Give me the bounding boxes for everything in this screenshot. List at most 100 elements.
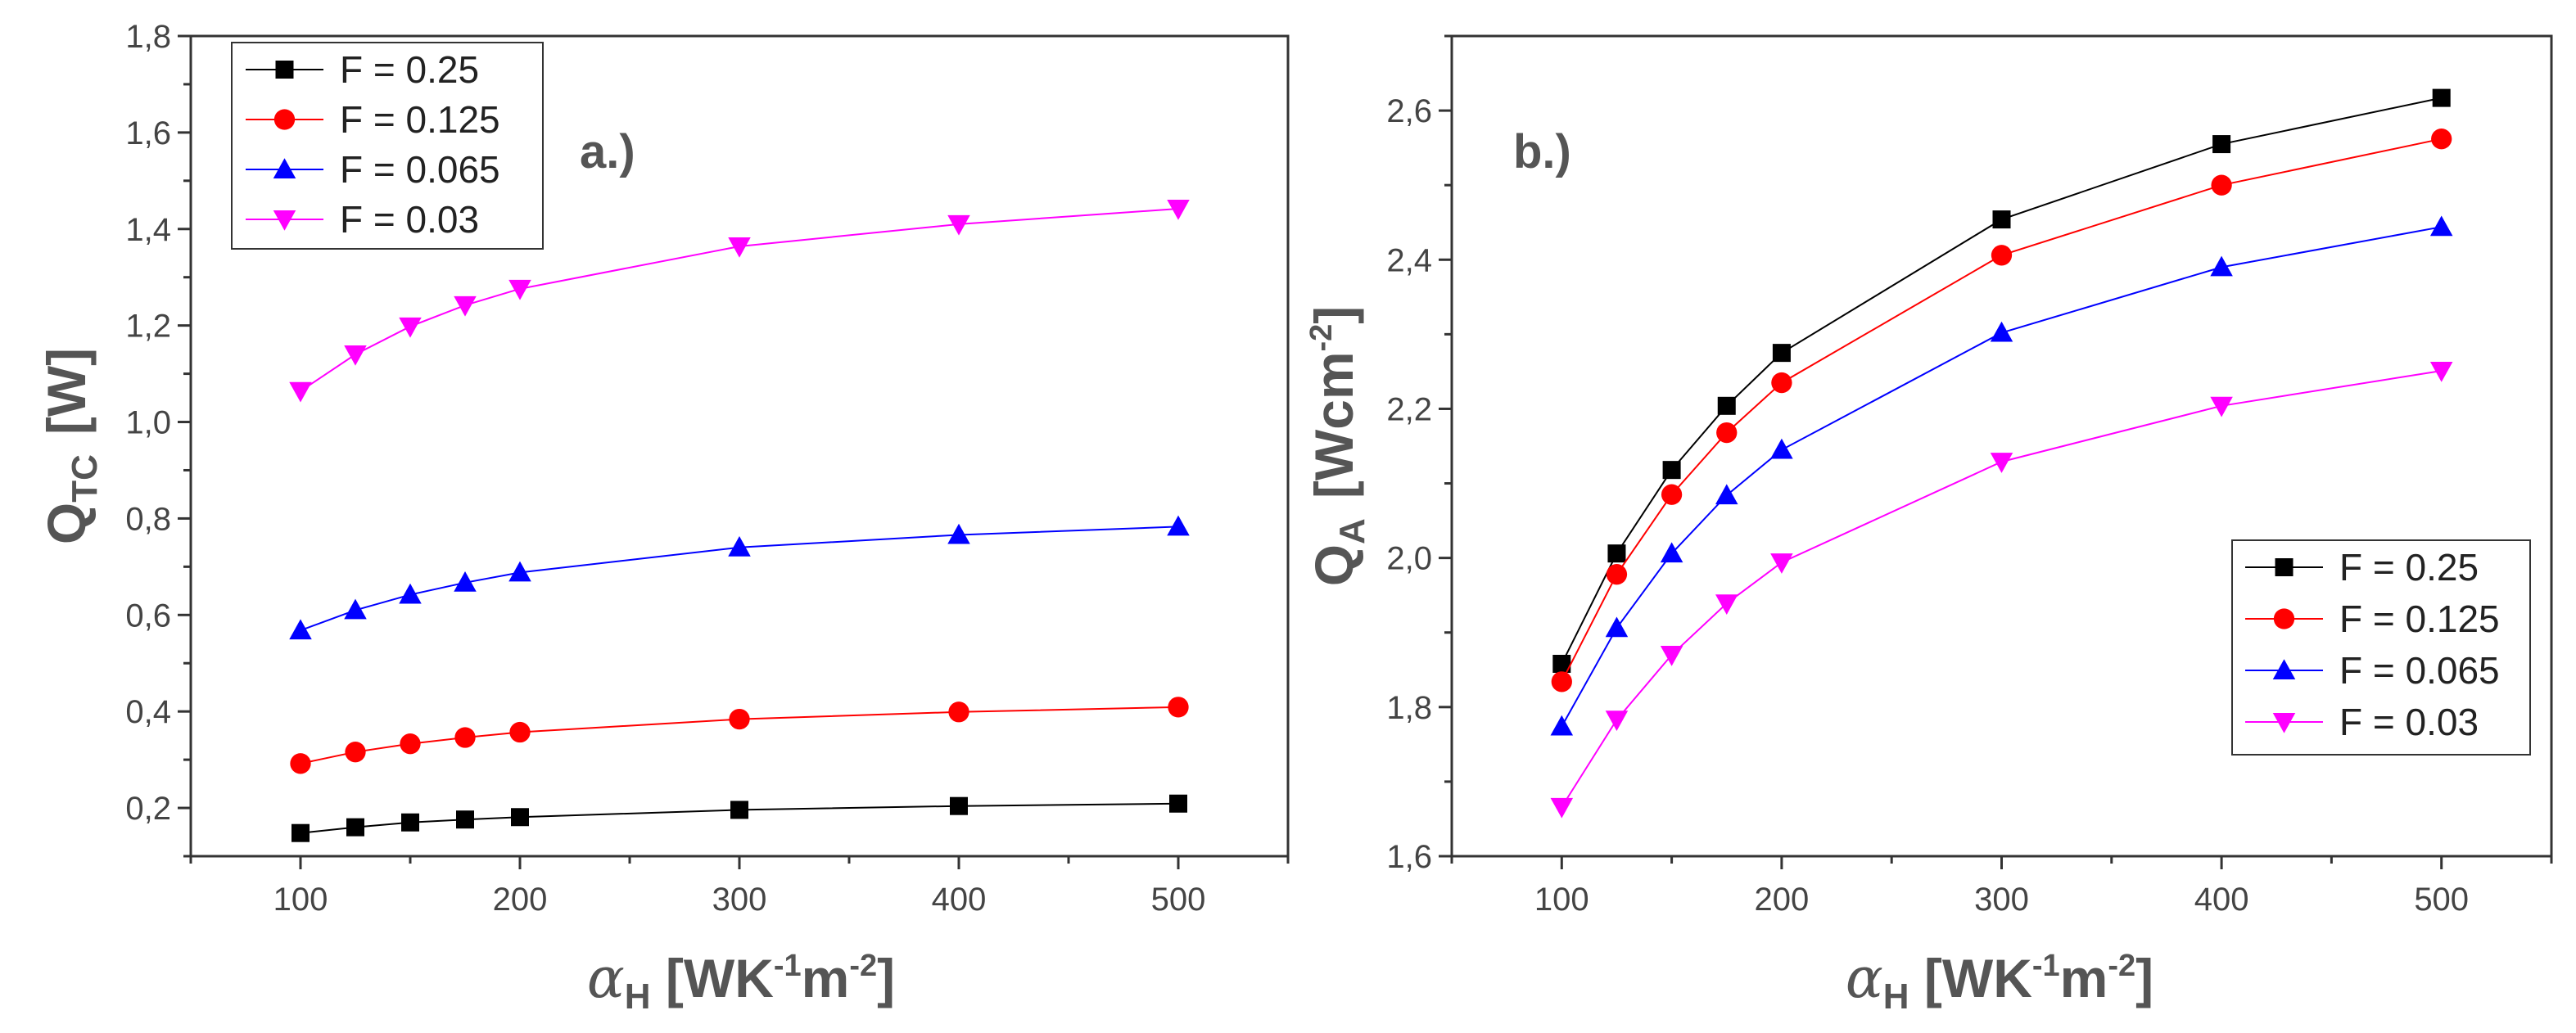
a-legend-marker [275,61,294,79]
a-data-point [947,523,970,544]
a-x-tick-label: 200 [493,882,548,918]
b-data-point [1771,372,1792,394]
b-y-tick-label: 2,0 [1386,541,1432,577]
b-y-tick-label: 2,4 [1386,242,1432,278]
b-data-point [1770,438,1793,459]
a-x-tick-label: 500 [1151,882,1206,918]
b-data-point [1990,453,2013,473]
b-data-point [1550,797,1574,819]
chart-a-x-label-unit-c: ] [877,948,895,1008]
b-legend-item: F = 0.065 [2245,649,2500,692]
chart-a-x-ticks: 100 200 300 400 500 [189,856,1290,918]
b-x-tick-label: 100 [1534,882,1589,918]
a-data-point [290,753,311,774]
a-y-tick-label: 0,2 [125,791,171,827]
b-data-point [1716,422,1738,444]
b-data-point [1991,245,2013,266]
chart-b-series [1550,88,2453,819]
a-x-tick-label: 300 [712,882,767,918]
a-data-point [289,381,312,403]
a-data-point [508,561,531,582]
b-y-tick-label: 2,6 [1386,93,1432,129]
chart-b-y-label-sup: -2 [1304,324,1339,352]
a-legend-label: F = 0.125 [340,98,500,141]
a-data-point [947,214,970,236]
chart-a-x-label-sup2: -2 [849,949,877,983]
a-legend-label: F = 0.03 [340,198,479,241]
a-series-3 [289,200,1190,403]
a-data-point [729,708,750,730]
chart-a: 0,2 0,4 0,6 0,8 1,0 1,2 1,4 1,6 1,8 100 200 300 400… [36,19,1290,1017]
a-legend-label: F = 0.065 [340,148,500,191]
b-x-tick-label: 300 [1974,882,2029,918]
a-y-tick-label: 0,8 [125,501,171,537]
a-data-point [345,742,366,763]
a-series-line [300,802,1179,834]
chart-a-y-ticks: 0,2 0,4 0,6 0,8 1,0 1,2 1,4 1,6 1,8 [125,19,191,858]
a-legend-item: F = 0.065 [246,148,500,191]
a-data-point [730,801,748,819]
a-data-point [509,721,531,743]
a-y-tick-label: 0,6 [125,598,171,634]
chart-a-x-label-symbol: α [587,946,625,1011]
b-data-point [1662,461,1681,480]
b-data-point [1660,646,1683,666]
b-data-point [2431,129,2452,150]
chart-b-panel-label: b.) [1513,125,1571,178]
b-data-point [1606,564,1628,585]
a-y-tick-label: 0,4 [125,694,171,730]
a-y-tick-label: 1,8 [125,19,171,55]
a-data-point [344,598,367,620]
a-series-2 [289,515,1190,640]
a-data-point [399,583,422,604]
b-data-point [1772,344,1791,363]
b-y-tick-label: 1,6 [1386,839,1432,875]
a-data-point [401,813,419,832]
a-y-tick-label: 1,4 [125,212,171,248]
b-legend-item: F = 0.25 [2245,546,2479,589]
a-data-point [511,808,529,827]
b-data-point [2429,215,2453,237]
b-legend-label: F = 0.25 [2339,546,2479,589]
b-data-point [1715,594,1738,615]
chart-b-x-label-sub: H [1883,977,1909,1017]
svg-text:QTC[W]: QTC [W] [36,348,105,544]
a-data-point [1168,697,1189,718]
a-data-point [400,733,421,755]
b-x-tick-label: 400 [2194,882,2249,918]
a-series-line [300,208,1179,392]
a-data-point [508,279,531,300]
chart-a-x-label-unit-b: m [802,948,850,1008]
chart-a-x-label-unit-a: [WK [651,948,775,1008]
chart-b-x-ticks: 100 200 300 400 500 [1450,856,2553,918]
chart-b: 1,6 1,8 2,0 2,2 2,4 2,6 100 200 300 400 500 b.) Q… [1304,34,2553,1017]
a-legend-label: F = 0.25 [340,48,479,91]
chart-b-x-label-unit-b: m [2060,948,2108,1008]
a-y-tick-label: 1,2 [125,309,171,345]
chart-b-y-label-unit-b: ] [1304,306,1364,324]
chart-b-x-label: αH [WK-1m-2] [1846,946,2153,1017]
chart-b-x-label-symbol: α [1846,946,1883,1011]
b-y-tick-label: 2,2 [1386,391,1432,427]
a-y-tick-label: 1,0 [125,405,171,441]
chart-b-legend: F = 0.25 F = 0.125 F = 0.065 F = 0.03 [2231,539,2531,756]
b-data-point [1607,544,1626,563]
a-data-point [1167,515,1190,536]
b-data-point [1605,616,1629,638]
a-data-point [728,536,751,557]
a-series-line [300,526,1179,632]
svg-text:QA[Wcm-2]: QA [Wcm-2] [1304,306,1372,587]
a-legend-marker [273,210,296,231]
a-legend-item: F = 0.125 [246,98,500,141]
a-data-point [454,727,476,748]
b-data-point [1551,671,1572,692]
b-data-point [2211,174,2232,196]
a-y-tick-label: 1,6 [125,115,171,151]
chart-a-x-label: αH [WK-1m-2] [587,946,895,1017]
b-data-point [1770,553,1793,574]
b-legend-label: F = 0.125 [2339,598,2500,640]
b-legend-label: F = 0.065 [2339,649,2500,692]
a-data-point [728,237,751,258]
chart-a-y-label: QTC [W] [36,348,105,544]
a-legend-item: F = 0.03 [246,198,479,241]
